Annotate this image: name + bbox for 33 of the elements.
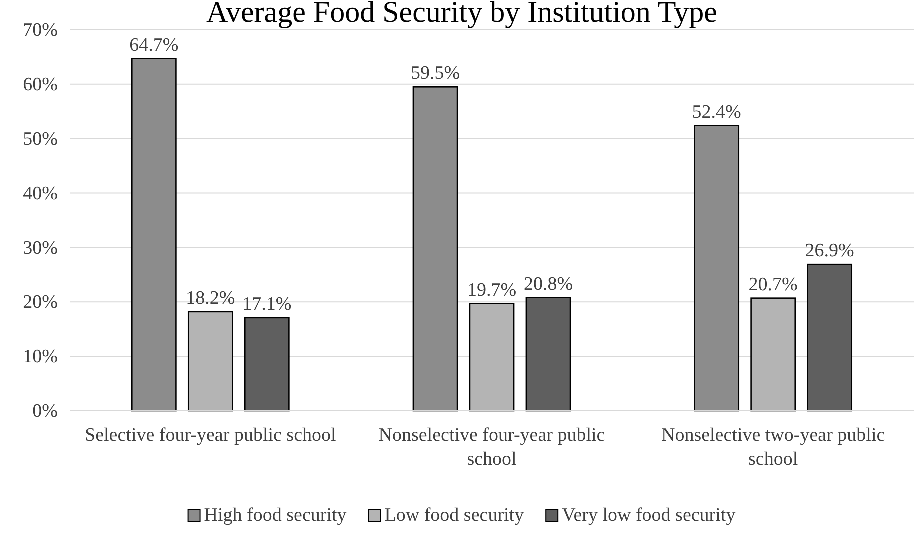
data-label: 59.5% (410, 63, 460, 84)
bar (526, 297, 572, 412)
legend-label: Very low food security (562, 505, 736, 526)
y-tick-label: 0% (32, 401, 58, 422)
y-tick-label: 50% (23, 128, 58, 150)
data-label: 52.4% (692, 102, 742, 123)
chart-title: Average Food Security by Institution Type (206, 0, 718, 29)
y-tick-label: 10% (23, 346, 58, 368)
data-label: 17.1% (242, 294, 292, 315)
data-label: 18.2% (186, 288, 236, 309)
bar (412, 86, 458, 412)
x-tick-label: Selective four-year public school (85, 425, 336, 446)
data-label: 20.7% (748, 274, 798, 296)
bar (807, 264, 853, 412)
legend-label: High food security (204, 505, 348, 526)
bar (244, 317, 290, 412)
x-tick-label: Nonselective two-year public school (661, 425, 886, 470)
x-tick-label: Nonselective four-year public school (378, 425, 606, 470)
legend-label: Low food security (384, 505, 525, 526)
y-tick-label: 40% (23, 183, 58, 204)
y-tick-label: 70% (23, 20, 58, 42)
bar (750, 298, 796, 412)
bar (188, 311, 234, 412)
data-label: 64.7% (130, 34, 179, 56)
data-label: 20.8% (524, 274, 574, 295)
y-tick-label: 60% (23, 74, 58, 96)
y-tick-label: 20% (23, 292, 58, 314)
bar (131, 58, 177, 412)
bar (469, 303, 515, 412)
data-label: 19.7% (467, 280, 517, 301)
data-label: 26.9% (805, 240, 855, 262)
bar (694, 125, 740, 412)
y-tick-label: 30% (23, 238, 58, 259)
